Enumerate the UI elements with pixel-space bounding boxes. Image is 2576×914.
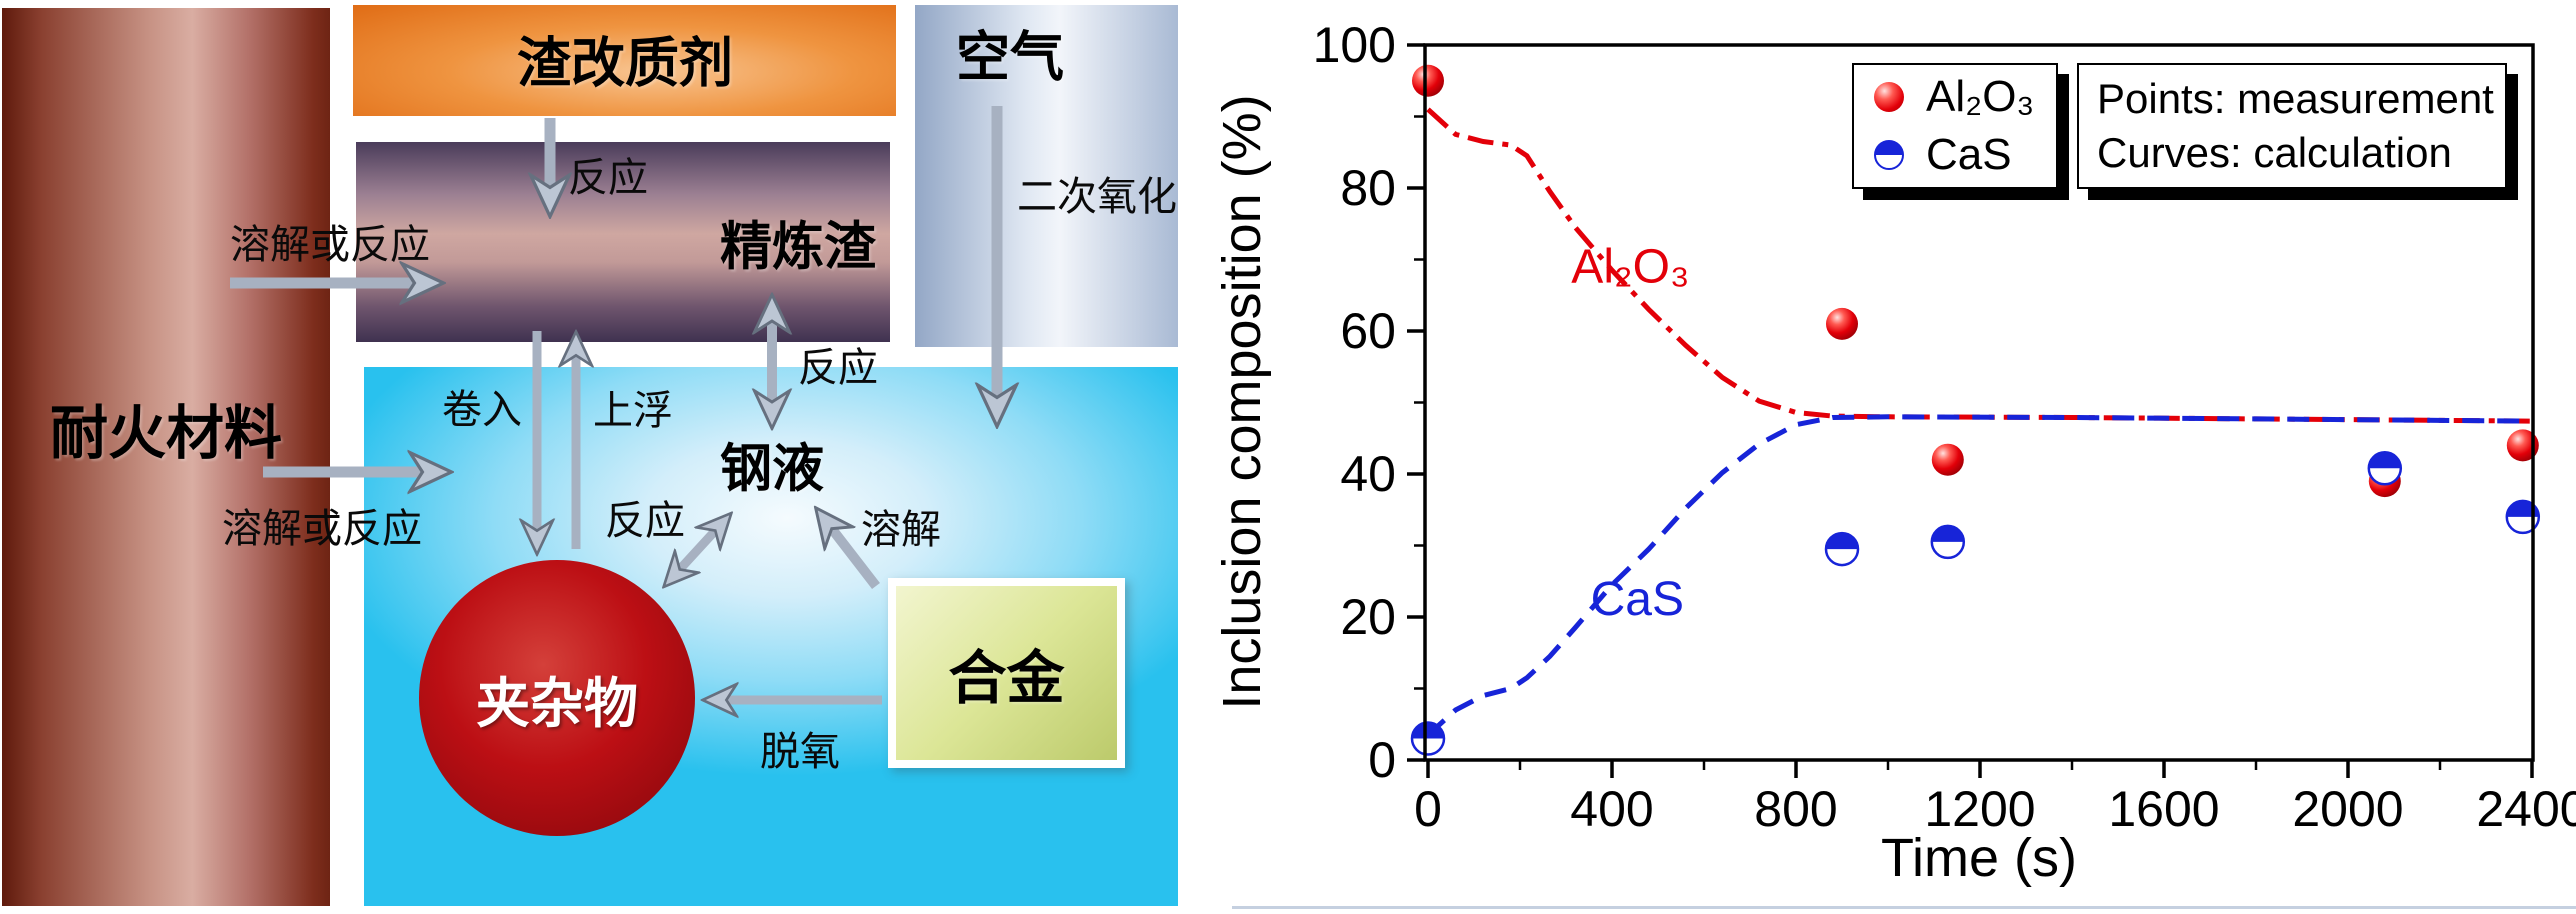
label-reaction-inclusion-steel: 反应	[605, 499, 685, 543]
inclusion-label: 夹杂物	[476, 673, 638, 734]
legend-note-box: Points: measurement Curves: calculation	[2077, 63, 2507, 189]
legend-series-box: Al₂O₃ CaS	[1852, 63, 2058, 189]
axis-ticks: 0 400 800 1200 1600 2000 2400 0 20 40 60 80 100	[1313, 17, 2576, 837]
air-label: 空气	[956, 27, 1064, 88]
label-dissolve-or-react-lower: 溶解或反应	[222, 507, 422, 551]
label-reaction-slagmod: 反应	[568, 156, 648, 200]
legend-cas-label: CaS	[1926, 129, 2012, 179]
measurement-points	[1410, 64, 2541, 756]
curve-annotations: Al₂O₃ CaS	[1571, 241, 1689, 626]
y-axis-title: Inclusion composition (%)	[1212, 94, 1272, 710]
label-dissolution: 溶解	[861, 508, 941, 552]
legend-note-curves: Curves: calculation	[2097, 129, 2452, 176]
label-entrainment: 卷入	[442, 388, 522, 432]
arrow-inclusion-steel-reaction	[670, 520, 725, 580]
svg-text:1600: 1600	[2108, 781, 2219, 837]
refractory-box	[2, 8, 330, 906]
svg-text:1200: 1200	[1924, 781, 2035, 837]
bottom-divider	[1232, 906, 2576, 909]
al2o3-marker-icon	[1874, 82, 1904, 113]
slag-modifier-label: 渣改质剂	[517, 33, 733, 94]
liquid-steel-label: 钢液	[719, 440, 825, 499]
svg-text:20: 20	[1340, 589, 1396, 645]
svg-text:60: 60	[1340, 303, 1396, 359]
legend-note-points: Points: measurement	[2097, 75, 2494, 122]
plot-frame	[1423, 43, 2535, 762]
label-reaction-slag-steel: 反应	[798, 346, 878, 390]
svg-text:800: 800	[1754, 781, 1837, 837]
svg-text:Al₂O₃: Al₂O₃	[1571, 241, 1689, 294]
legend-item-cas: CaS	[1854, 130, 2056, 180]
svg-text:2000: 2000	[2292, 781, 2403, 837]
calculation-curves	[1426, 107, 2533, 737]
refining-slag-label: 精炼渣	[719, 218, 877, 277]
slag-modifier-box	[353, 5, 896, 116]
svg-text:0: 0	[1414, 781, 1442, 837]
refractory-label: 耐火材料	[49, 401, 283, 466]
arrow-alloy-dissolution	[822, 516, 880, 590]
inclusion-circle: 夹杂物	[419, 560, 695, 836]
x-axis-title: Time (s)	[1881, 828, 2077, 888]
legend-al2o3-label: Al₂O₃	[1926, 72, 2035, 122]
svg-text:80: 80	[1340, 160, 1396, 216]
label-flotation: 上浮	[593, 389, 673, 433]
svg-text:100: 100	[1313, 17, 1396, 73]
air-box	[915, 5, 1178, 347]
svg-text:40: 40	[1340, 446, 1396, 502]
label-deoxidation: 脱氧	[760, 730, 840, 774]
svg-text:CaS: CaS	[1591, 573, 1684, 626]
svg-text:0: 0	[1368, 732, 1396, 788]
svg-text:2400: 2400	[2476, 781, 2576, 837]
alloy-box: 合金	[888, 578, 1125, 768]
cas-marker-icon	[1874, 139, 1904, 170]
label-secondary-oxidation: 二次氧化	[1017, 175, 1177, 219]
svg-text:400: 400	[1570, 781, 1653, 837]
legend-item-al2o3: Al₂O₃	[1854, 72, 2056, 122]
refining-slag-box	[356, 142, 890, 342]
diagram-arrows	[230, 106, 1200, 914]
label-dissolve-or-react-upper: 溶解或反应	[230, 223, 430, 267]
inclusion-composition-chart: 0 400 800 1200 1600 2000 2400 0 20 40 60 80 100 Al₂O…	[1313, 17, 2576, 837]
alloy-label: 合金	[948, 646, 1065, 711]
